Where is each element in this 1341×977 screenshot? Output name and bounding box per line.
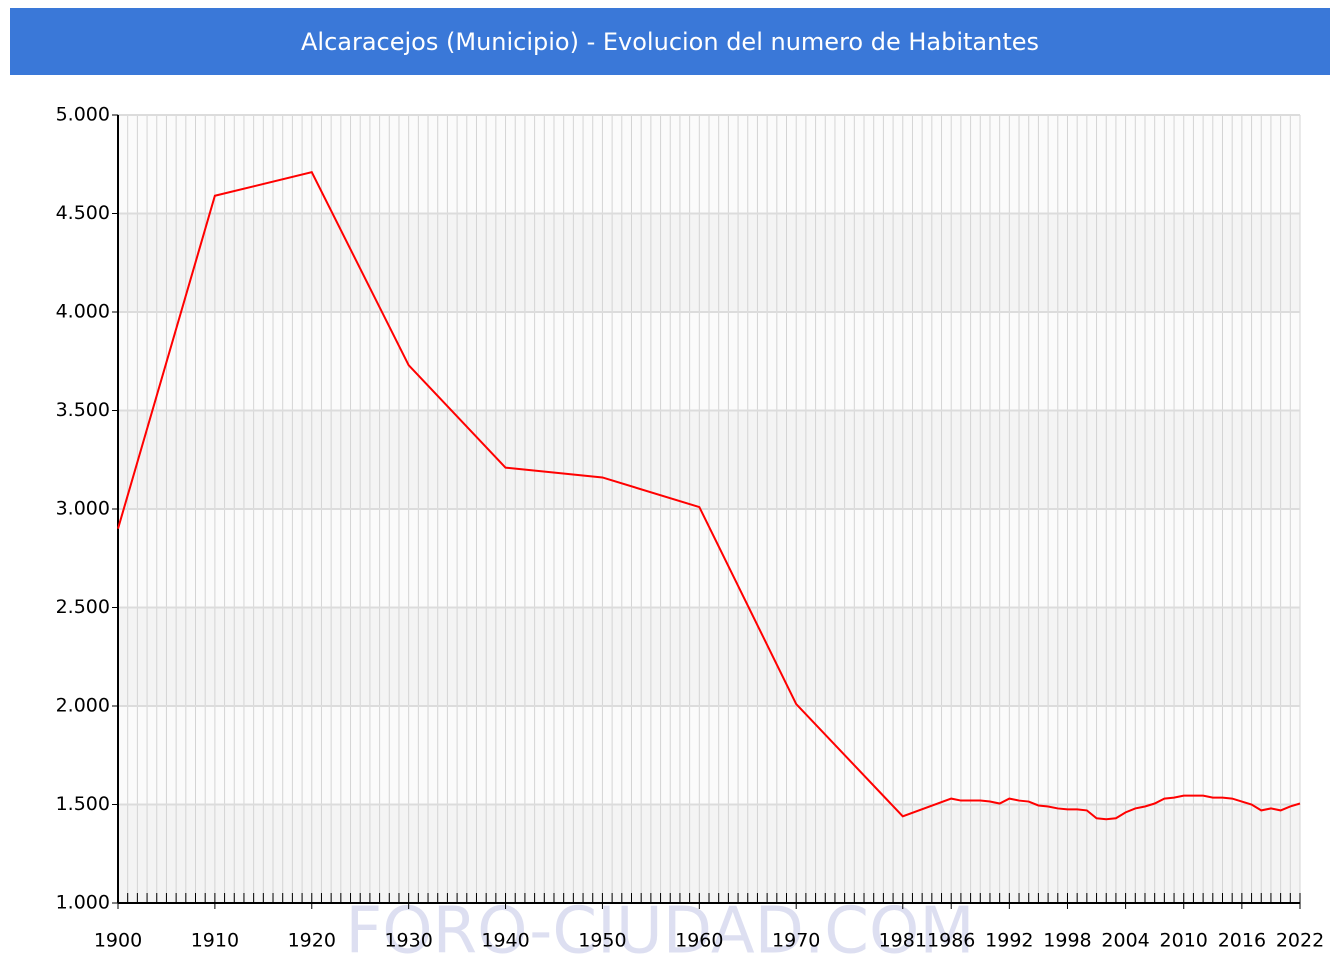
x-tick-label: 1930 [384, 930, 432, 952]
data-line [117, 170, 1301, 821]
y-tick-label: 3.000 [56, 498, 110, 520]
x-tick-label: 1900 [94, 930, 142, 952]
chart-title: Alcaracejos (Municipio) - Evolucion del … [301, 28, 1039, 56]
x-tick-label: 1992 [985, 930, 1033, 952]
x-tick-label: 1940 [481, 930, 529, 952]
y-tick-label: 3.500 [56, 399, 110, 421]
x-tick-label: 1986 [927, 930, 975, 952]
x-tick-label: 1981 [879, 930, 927, 952]
x-tick-label: 2022 [1276, 930, 1324, 952]
x-tick-label: 2010 [1160, 930, 1208, 952]
y-tick-label: 4.500 [56, 202, 110, 224]
y-tick-label: 5.000 [56, 104, 110, 126]
x-tick-label: 1910 [191, 930, 239, 952]
x-tick-label: 2004 [1101, 930, 1149, 952]
y-tick-label: 1.000 [56, 892, 110, 914]
watermark: FORO-CIUDAD.COM [345, 895, 974, 969]
title-bar [10, 8, 1330, 75]
y-tick-label: 4.000 [56, 301, 110, 323]
y-tick-label: 1.500 [56, 793, 110, 815]
y-tick-label: 2.500 [56, 596, 110, 618]
x-tick-label: 1970 [772, 930, 820, 952]
x-tick-label: 2016 [1218, 930, 1266, 952]
x-tick-label: 1960 [675, 930, 723, 952]
y-tick-label: 2.000 [56, 695, 110, 717]
x-tick-label: 1998 [1043, 930, 1091, 952]
x-tick-label: 1950 [578, 930, 626, 952]
x-tick-label: 1920 [288, 930, 336, 952]
